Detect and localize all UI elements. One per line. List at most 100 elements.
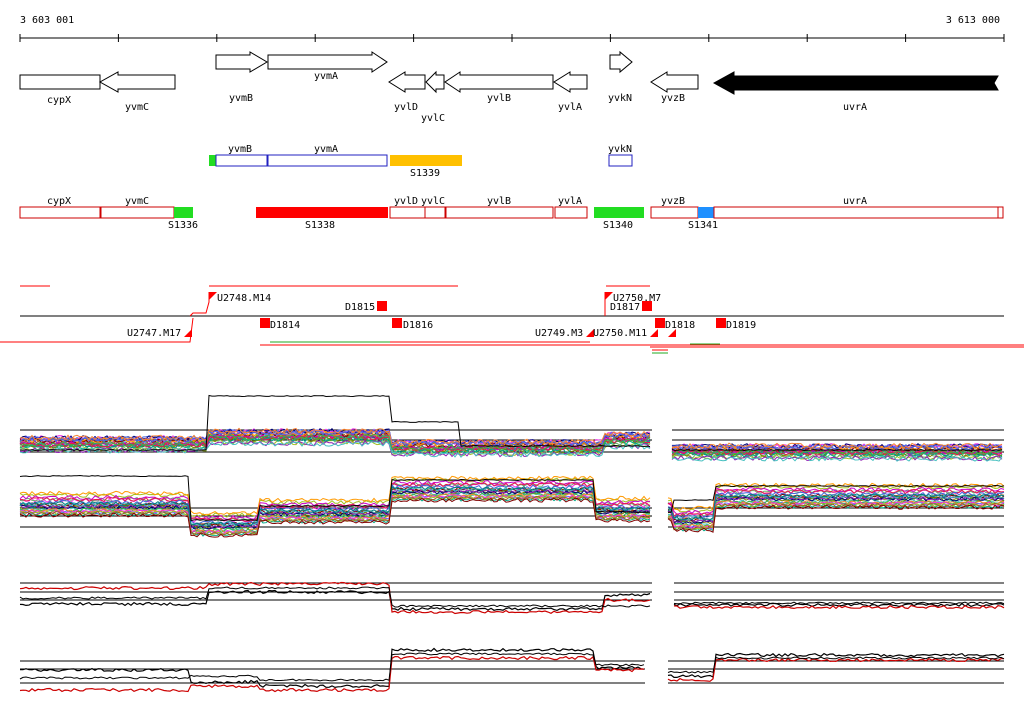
lower-label-yvzB: yvzB <box>661 196 685 207</box>
expression-trace <box>19 429 651 447</box>
lower-label-S1336: S1336 <box>168 220 198 231</box>
gene-cypX[interactable] <box>19 74 101 90</box>
gene-label-yvkN: yvkN <box>608 93 632 104</box>
tss-track: U2748.M14 D1815 U2750.M7 D1817 U2747.M17… <box>0 285 1024 354</box>
expression-trace <box>19 589 651 612</box>
breakpoint-marker[interactable] <box>392 318 402 328</box>
expression-trace <box>19 652 645 682</box>
tss-label-U2749M3: U2749.M3 <box>535 328 583 339</box>
expression-trace <box>19 483 651 525</box>
tss-marker[interactable] <box>605 292 613 300</box>
expression-trace <box>667 504 1005 533</box>
breakpoint-marker[interactable] <box>655 318 665 328</box>
lower-label-yvlB: yvlB <box>487 196 511 207</box>
lower-segment-yvlA[interactable] <box>554 206 588 219</box>
lower-label-S1338: S1338 <box>305 220 335 231</box>
expression-trace <box>667 491 1005 520</box>
gene-label-yvmB: yvmB <box>229 93 253 104</box>
lower-segment-yvzB[interactable] <box>650 206 699 219</box>
upper-segment-yvmB[interactable] <box>215 154 268 167</box>
expression-trace <box>667 657 1004 682</box>
expression-trace <box>19 394 651 452</box>
expression-trace <box>19 647 645 689</box>
gene-label-yvlB: yvlB <box>487 93 511 104</box>
gene-label-cypX: cypX <box>47 95 71 106</box>
gene-yvlB[interactable] <box>444 71 554 93</box>
gene-label-yvlD: yvlD <box>394 102 418 113</box>
gene-yvzB[interactable] <box>650 71 699 93</box>
tss-label-D1818: D1818 <box>665 320 695 331</box>
upper-label-yvmA: yvmA <box>314 144 338 155</box>
tss-label-D1817: D1817 <box>610 302 640 313</box>
breakpoint-marker[interactable] <box>260 318 270 328</box>
expression-trace <box>19 481 651 522</box>
breakpoint-marker[interactable] <box>377 301 387 311</box>
expression-panel-2 <box>19 474 1005 538</box>
breakpoint-marker[interactable] <box>716 318 726 328</box>
tss-marker[interactable] <box>184 329 192 337</box>
expression-panel-3 <box>19 581 1005 615</box>
lower-segment-S1340[interactable] <box>594 207 644 218</box>
gene-yvlC[interactable] <box>425 70 445 94</box>
upper-segment-yvmA[interactable] <box>267 154 388 167</box>
expression-trace <box>19 474 651 522</box>
gene-uvrA[interactable] <box>712 71 999 95</box>
breakpoint-marker[interactable] <box>642 301 652 311</box>
tss-marker[interactable] <box>668 329 676 337</box>
upper-segment-green[interactable] <box>209 155 216 166</box>
upper-segment-S1339[interactable] <box>390 155 462 166</box>
tss-marker[interactable] <box>586 329 594 337</box>
lower-segment-uvrA[interactable] <box>713 206 1004 219</box>
lower-label-yvmC: yvmC <box>125 196 149 207</box>
lower-label-S1340: S1340 <box>603 220 633 231</box>
lower-label-uvrA: uvrA <box>843 196 867 207</box>
expression-panels <box>19 394 1005 693</box>
lower-label-yvlA: yvlA <box>558 196 582 207</box>
tss-label-D1814: D1814 <box>270 320 300 331</box>
gene-yvkN[interactable] <box>609 50 633 74</box>
tss-label-U2750M7: U2750.M7 <box>613 293 661 304</box>
gene-yvmB[interactable] <box>215 51 268 73</box>
upper-label-yvkN: yvkN <box>608 144 632 155</box>
tss-label-U2750M11: U2750.M11 <box>593 328 647 339</box>
gene-yvlD[interactable] <box>388 71 426 93</box>
expression-trace <box>19 475 651 516</box>
gene-yvmC[interactable] <box>98 71 176 93</box>
expression-trace <box>671 442 1003 449</box>
tss-marker[interactable] <box>209 292 217 300</box>
lower-region-track: cypX yvmC yvlD yvlC yvlB yvlA yvzB uvrA … <box>19 196 1004 231</box>
expression-panel-4 <box>19 647 1005 693</box>
tss-label-U2747M17: U2747.M17 <box>127 328 181 339</box>
start-coordinate: 3 603 001 <box>20 15 74 26</box>
lower-segment-yvmC[interactable] <box>100 206 175 219</box>
gene-label-yvlA: yvlA <box>558 102 582 113</box>
gene-label-yvmA: yvmA <box>314 71 338 82</box>
lower-segment-S1338[interactable] <box>256 207 388 218</box>
upper-segment-yvkN[interactable] <box>608 154 633 167</box>
lower-segment-yvlB[interactable] <box>445 206 554 219</box>
expression-trace <box>667 488 1005 518</box>
expression-trace <box>667 492 1005 521</box>
tss-label-D1815: D1815 <box>345 302 375 313</box>
lower-segment-S1336[interactable] <box>174 207 193 218</box>
expression-trace <box>19 581 651 615</box>
expression-trace <box>19 486 651 527</box>
lower-label-cypX: cypX <box>47 196 71 207</box>
expression-trace <box>19 586 651 608</box>
gene-label-yvmC: yvmC <box>125 102 149 113</box>
tss-label-U2748M14: U2748.M14 <box>217 293 271 304</box>
gene-track: cypX yvmC yvmB yvmA yvlD yvlC yvlB yvlA … <box>19 50 999 124</box>
lower-label-yvlC: yvlC <box>421 196 445 207</box>
gene-yvmA[interactable] <box>267 51 388 73</box>
expression-trace <box>19 427 651 445</box>
ruler-ticks <box>19 34 1005 42</box>
lower-segment-yvlC[interactable] <box>424 206 446 219</box>
gene-yvlA[interactable] <box>553 71 588 93</box>
upper-region-track: yvmB yvmA yvkN S1339 <box>209 144 633 179</box>
upper-label-yvmB: yvmB <box>228 144 252 155</box>
lower-segment-yvlD[interactable] <box>389 206 426 219</box>
lower-segment-S1341[interactable] <box>698 207 714 218</box>
tss-marker[interactable] <box>650 329 658 337</box>
coordinate-ruler: 3 603 001 3 613 000 <box>19 15 1005 42</box>
lower-segment-cypX[interactable] <box>19 206 101 219</box>
